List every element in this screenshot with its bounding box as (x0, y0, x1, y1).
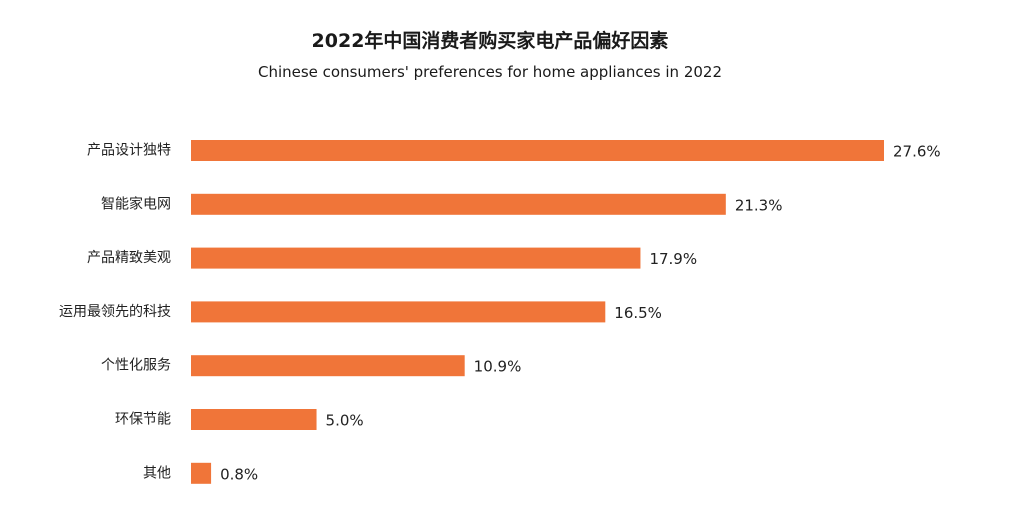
bar (191, 355, 465, 377)
bar (191, 140, 884, 161)
bar (191, 301, 606, 323)
value-label: 17.9% (649, 250, 697, 268)
category-label: 环保节能 (115, 412, 171, 428)
bar (191, 409, 317, 430)
value-label: 10.9% (474, 358, 522, 376)
category-label: 智能家电网 (101, 195, 171, 212)
bar (191, 247, 641, 269)
bar (191, 462, 212, 484)
chart-title: 2022年中国消费者购买家电产品偏好因素 (311, 30, 669, 52)
category-label: 产品设计独特 (87, 143, 171, 159)
value-label: 0.8% (220, 465, 258, 483)
value-label: 21.3% (735, 196, 783, 214)
value-label: 5.0% (326, 412, 364, 430)
category-label: 产品精致美观 (87, 250, 171, 266)
category-label: 运用最领先的科技 (59, 304, 171, 320)
category-label: 个性化服务 (101, 358, 171, 374)
bar (191, 193, 726, 215)
value-label: 16.5% (614, 304, 662, 322)
category-label: 其他 (143, 465, 171, 481)
chart-subtitle: Chinese consumers' preferences for home … (257, 63, 723, 81)
value-label: 27.6% (893, 143, 941, 161)
